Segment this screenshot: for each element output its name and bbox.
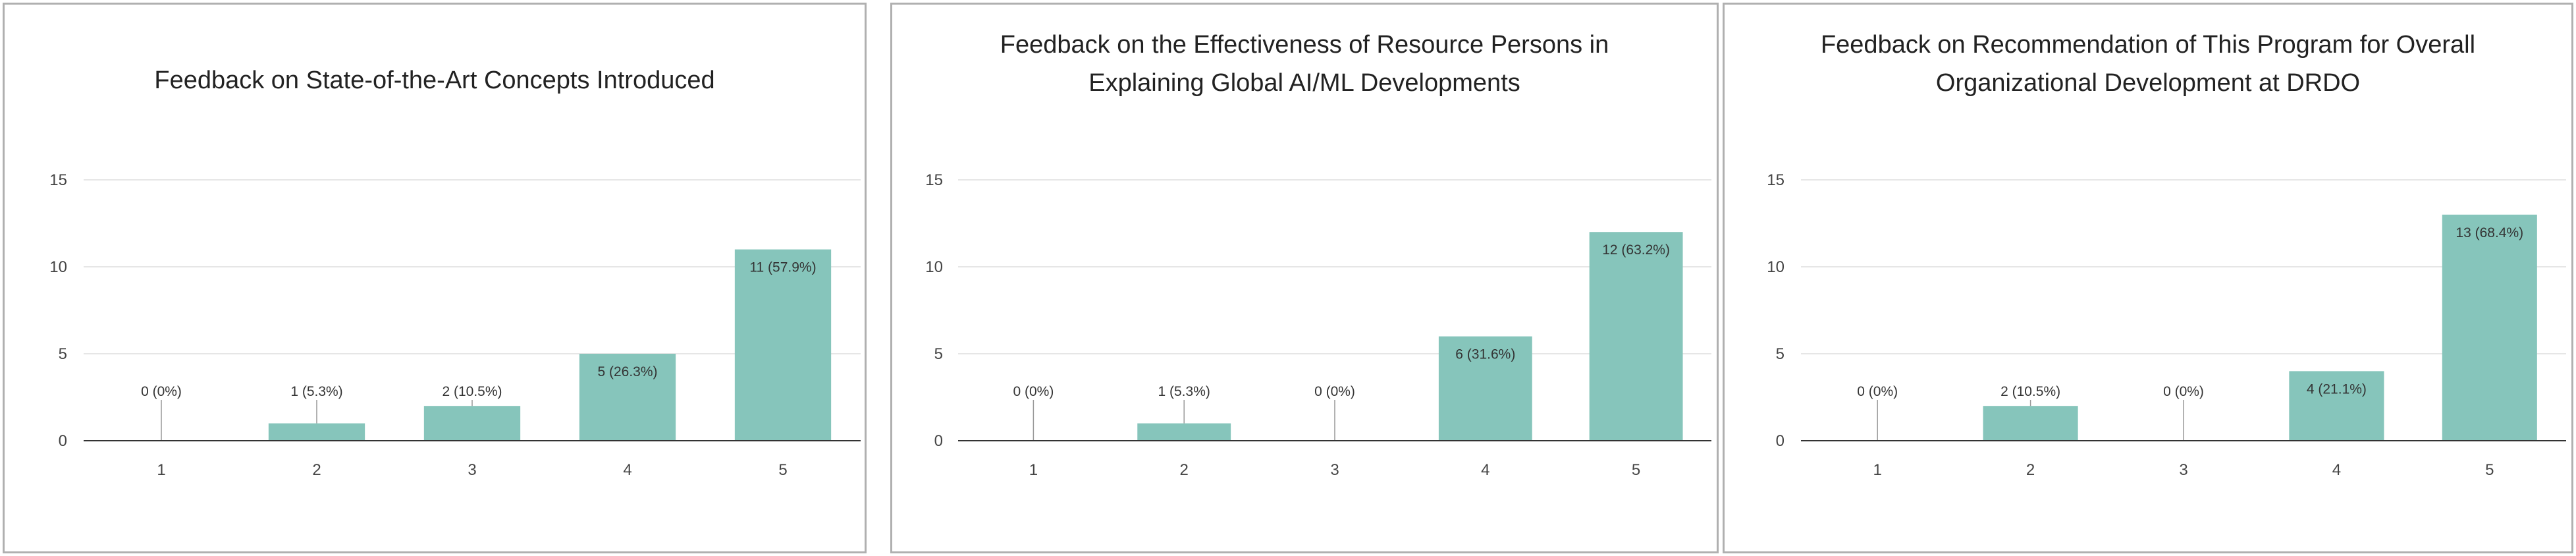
bar-data-label: 12 (63.2%) bbox=[1602, 242, 1670, 258]
bar-data-label: 0 (0%) bbox=[1314, 384, 1355, 399]
bar bbox=[734, 249, 832, 441]
bar-chart: 0 5 10 15 0 (0%) 1 1 (5.3%) 2 2 (10.5%) 3 5 (26.3%… bbox=[49, 171, 861, 479]
chart-panel-recommendation: Feedback on Recommendation of This Progr… bbox=[1723, 3, 2573, 553]
x-tick-label: 4 bbox=[623, 461, 631, 479]
bar-data-label: 1 (5.3%) bbox=[1158, 384, 1210, 399]
y-tick-label: 10 bbox=[1767, 258, 1784, 276]
x-tick-label: 1 bbox=[1029, 461, 1038, 479]
bar bbox=[1438, 336, 1532, 441]
x-tick-label: 3 bbox=[2179, 461, 2187, 479]
x-tick-label: 5 bbox=[778, 461, 787, 479]
y-tick-label: 10 bbox=[925, 258, 943, 276]
bar bbox=[1137, 423, 1231, 441]
y-tick-label: 5 bbox=[1776, 345, 1784, 363]
chart-title-line-2: Explaining Global AI/ML Developments bbox=[1088, 69, 1520, 97]
x-tick-label: 5 bbox=[2485, 461, 2494, 479]
bar-data-label: 2 (10.5%) bbox=[442, 384, 502, 399]
y-tick-label: 0 bbox=[934, 432, 943, 450]
chart-title: Feedback on the Effectiveness of Resourc… bbox=[892, 26, 1717, 102]
y-tick-label: 5 bbox=[934, 345, 943, 363]
bar-data-label: 13 (68.4%) bbox=[2455, 225, 2523, 240]
bar bbox=[1589, 232, 1683, 441]
bar bbox=[2442, 214, 2537, 441]
x-tick-label: 1 bbox=[157, 461, 165, 479]
bar bbox=[423, 406, 521, 441]
y-tick-label: 10 bbox=[49, 258, 67, 276]
x-tick-label: 1 bbox=[1873, 461, 1882, 479]
bar bbox=[1983, 406, 2078, 441]
bar-chart: 0 5 10 15 0 (0%) 1 2 (10.5%) 2 0 (0%) 3 4 (21.1%) 4… bbox=[1767, 171, 2566, 479]
bar-data-label: 0 (0%) bbox=[1013, 384, 1054, 399]
y-tick-label: 15 bbox=[925, 171, 943, 189]
chart-panel-state-of-the-art: Feedback on State-of-the-Art Concepts In… bbox=[3, 3, 867, 553]
x-tick-label: 2 bbox=[312, 461, 321, 479]
x-tick-label: 4 bbox=[2332, 461, 2341, 479]
x-tick-label: 3 bbox=[468, 461, 476, 479]
bar-data-label: 5 (26.3%) bbox=[597, 364, 657, 379]
y-tick-label: 0 bbox=[59, 432, 67, 450]
bar bbox=[579, 354, 676, 441]
y-tick-label: 15 bbox=[49, 171, 67, 189]
x-tick-label: 2 bbox=[1180, 461, 1189, 479]
y-tick-label: 5 bbox=[59, 345, 67, 363]
bar bbox=[2289, 371, 2384, 441]
bar-data-label: 6 (31.6%) bbox=[1455, 347, 1515, 362]
bar-data-label: 2 (10.5%) bbox=[2000, 384, 2060, 399]
y-tick-label: 0 bbox=[1776, 432, 1784, 450]
x-tick-label: 2 bbox=[2026, 461, 2035, 479]
chart-title-line-1: Feedback on Recommendation of This Progr… bbox=[1820, 31, 2476, 59]
bar bbox=[268, 423, 365, 441]
x-tick-label: 5 bbox=[1632, 461, 1640, 479]
y-tick-label: 15 bbox=[1767, 171, 1784, 189]
chart-title-line-2: Organizational Development at DRDO bbox=[1935, 69, 2361, 97]
bar-chart: 0 5 10 15 0 (0%) 1 1 (5.3%) 2 0 (0%) 3 6 (31.6%) 4 1… bbox=[925, 171, 1711, 479]
chart-panel-resource-persons: Feedback on the Effectiveness of Resourc… bbox=[890, 3, 1719, 553]
bar-data-label: 4 (21.1%) bbox=[2307, 381, 2367, 397]
chart-title: Feedback on State-of-the-Art Concepts In… bbox=[154, 67, 715, 94]
chart-title: Feedback on Recommendation of This Progr… bbox=[1725, 26, 2571, 102]
bar-data-label: 0 (0%) bbox=[2163, 384, 2204, 399]
x-tick-label: 4 bbox=[1481, 461, 1489, 479]
bar-data-label: 0 (0%) bbox=[141, 384, 182, 399]
bar-data-label: 1 (5.3%) bbox=[290, 384, 342, 399]
bar-data-label: 11 (57.9%) bbox=[749, 260, 816, 275]
bar-data-label: 0 (0%) bbox=[1857, 384, 1898, 399]
x-tick-label: 3 bbox=[1330, 461, 1339, 479]
chart-title-line-1: Feedback on the Effectiveness of Resourc… bbox=[1000, 31, 1609, 59]
